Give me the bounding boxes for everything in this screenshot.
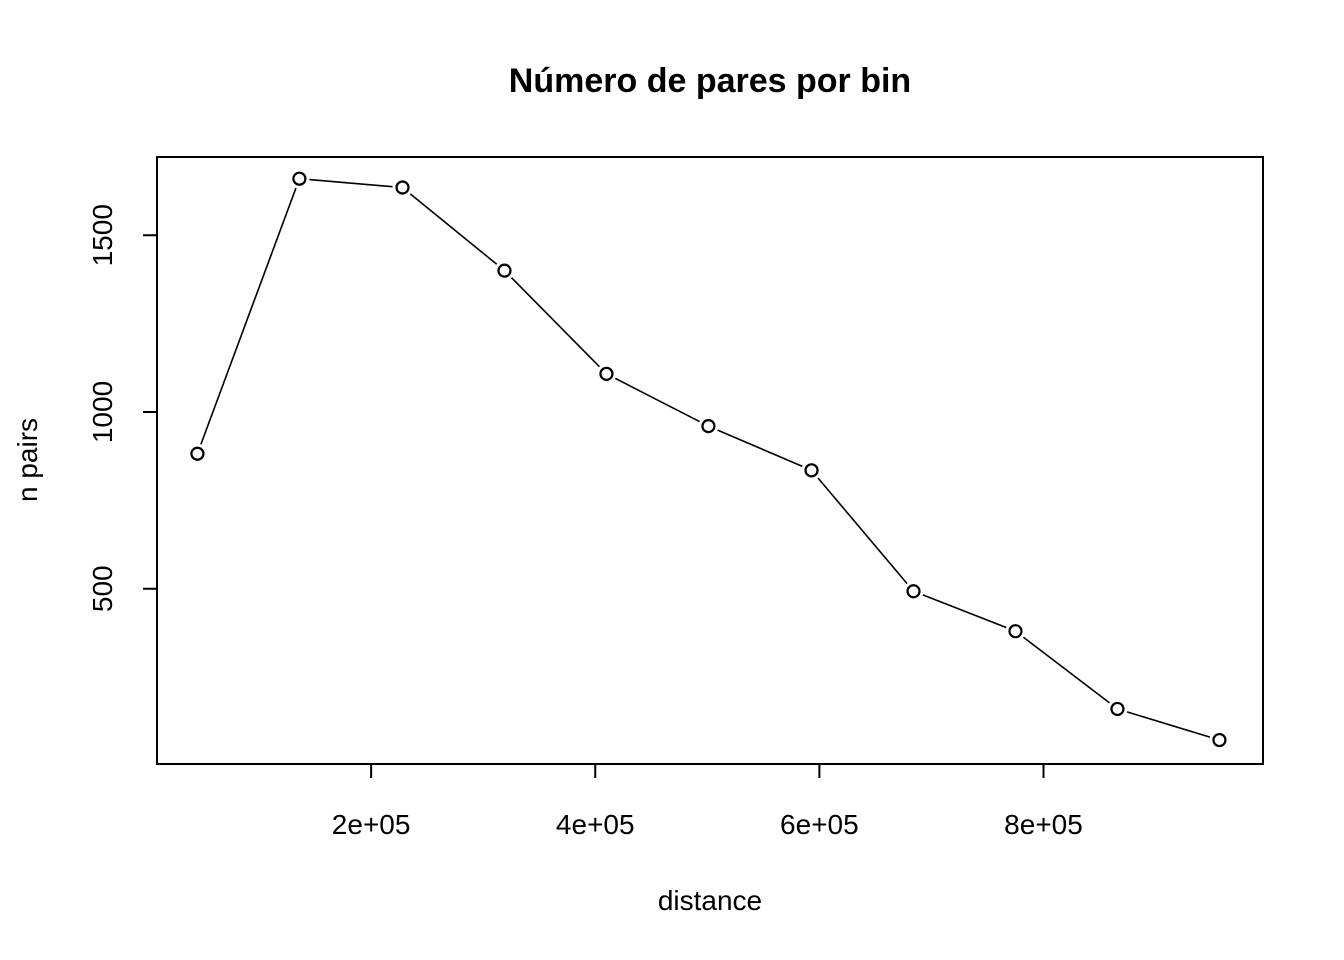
x-tick-label: 2e+05 xyxy=(332,809,411,840)
plot-frame xyxy=(156,156,1264,765)
series-line-segment xyxy=(717,429,803,468)
series-line-segment xyxy=(1126,711,1211,738)
data-point xyxy=(804,463,819,478)
series-line-segment xyxy=(200,187,297,445)
series-points xyxy=(190,171,1227,748)
data-point xyxy=(1008,624,1023,639)
data-point xyxy=(906,584,921,599)
series-line-segment xyxy=(309,178,393,188)
y-tick-label: 500 xyxy=(87,565,118,612)
y-tick-label: 1500 xyxy=(87,204,118,266)
x-axis: 2e+05 4e+05 6e+05 8e+05 xyxy=(332,764,1083,840)
x-tick-label: 8e+05 xyxy=(1004,809,1083,840)
series-line-segment xyxy=(922,594,1007,629)
series-line-segment xyxy=(510,277,600,368)
data-point xyxy=(701,419,716,434)
data-point xyxy=(497,263,512,278)
data-point xyxy=(292,171,307,186)
data-point xyxy=(1212,732,1227,748)
series-line-segment xyxy=(817,477,908,585)
y-axis-label: n pairs xyxy=(12,418,43,502)
data-point xyxy=(395,180,410,195)
series-line-segment xyxy=(614,377,700,423)
data-point xyxy=(1110,701,1125,717)
chart-title: Número de pares por bin xyxy=(509,62,911,100)
series-line-segment xyxy=(1022,636,1110,704)
y-tick-label: 1000 xyxy=(87,381,118,443)
x-tick-label: 6e+05 xyxy=(780,809,859,840)
series-lines xyxy=(200,178,1211,738)
data-point xyxy=(599,366,614,381)
data-point xyxy=(190,446,205,461)
x-axis-label: distance xyxy=(658,885,762,916)
y-axis: 500 1000 1500 xyxy=(87,204,157,612)
x-tick-label: 4e+05 xyxy=(556,809,635,840)
series-line-segment xyxy=(409,193,498,265)
